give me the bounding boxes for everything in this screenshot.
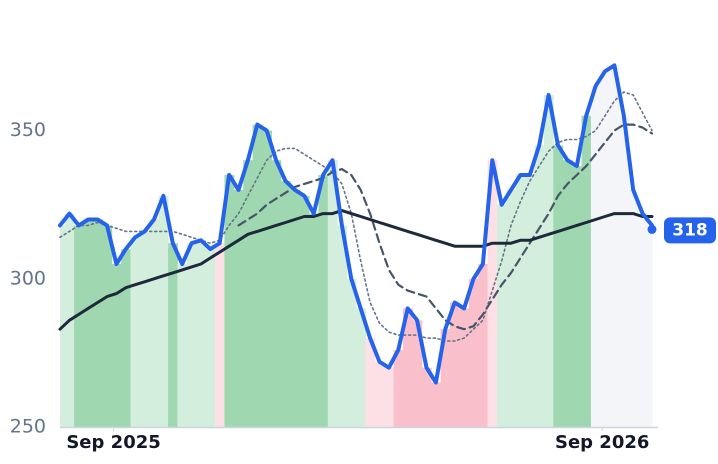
regime-band bbox=[271, 160, 282, 427]
regime-band bbox=[121, 249, 131, 427]
regime-band bbox=[412, 320, 423, 427]
regime-band bbox=[393, 349, 404, 427]
regime-band bbox=[647, 225, 653, 427]
y-tick-label: 350 bbox=[10, 119, 46, 141]
regime-band bbox=[233, 189, 244, 427]
regime-band bbox=[74, 225, 84, 427]
regime-band bbox=[243, 160, 254, 427]
regime-band bbox=[619, 115, 630, 427]
regime-band bbox=[487, 160, 498, 427]
regime-band bbox=[562, 160, 573, 427]
regime-band bbox=[609, 65, 620, 427]
regime-band bbox=[628, 189, 639, 427]
series-line bbox=[58, 63, 654, 385]
regime-band bbox=[299, 195, 310, 427]
regime-band bbox=[449, 302, 460, 427]
regime-band bbox=[459, 308, 470, 427]
regime-band bbox=[327, 160, 338, 427]
regime-band bbox=[158, 195, 169, 427]
regime-band bbox=[309, 213, 319, 427]
regime-band bbox=[111, 263, 122, 427]
series-line bbox=[237, 123, 654, 331]
regime-band bbox=[431, 382, 442, 427]
regime-band bbox=[356, 308, 366, 427]
regime-band bbox=[590, 86, 601, 427]
regime-band bbox=[205, 249, 216, 427]
regime-band bbox=[525, 175, 536, 427]
regime-band bbox=[262, 130, 272, 428]
regime-band bbox=[421, 367, 432, 427]
regime-band bbox=[534, 145, 545, 427]
regime-band bbox=[337, 225, 348, 427]
last-value-badge bbox=[664, 217, 716, 244]
regime-band bbox=[168, 243, 178, 427]
regime-band bbox=[177, 263, 188, 427]
regime-band bbox=[290, 189, 301, 427]
regime-band bbox=[346, 278, 357, 427]
regime-band bbox=[280, 180, 291, 427]
regime-band bbox=[402, 308, 413, 427]
regime-band bbox=[506, 189, 517, 427]
series-line bbox=[59, 91, 653, 342]
regime-band bbox=[139, 231, 150, 427]
regime-band bbox=[224, 175, 235, 427]
last-value-label: 318 bbox=[672, 220, 708, 240]
last-point bbox=[647, 224, 657, 234]
y-tick-label: 300 bbox=[10, 267, 46, 289]
regime-band bbox=[149, 219, 160, 427]
regime-band bbox=[384, 367, 395, 427]
regime-band bbox=[553, 145, 564, 427]
regime-band bbox=[215, 243, 225, 427]
regime-band bbox=[365, 338, 376, 427]
regime-band bbox=[637, 213, 648, 427]
regime-band bbox=[196, 240, 207, 427]
regime-band bbox=[318, 175, 329, 427]
x-tick-label: Sep 2026 bbox=[555, 432, 649, 453]
regime-band bbox=[440, 329, 451, 427]
regime-band bbox=[572, 166, 583, 427]
regime-band bbox=[130, 237, 141, 427]
x-tick-label: Sep 2025 bbox=[66, 432, 160, 453]
regime-band bbox=[92, 219, 103, 427]
regime-band bbox=[374, 361, 385, 427]
regime-band bbox=[515, 175, 526, 427]
regime-band bbox=[252, 124, 263, 428]
regime-band bbox=[102, 225, 113, 427]
regime-band bbox=[600, 71, 611, 428]
regime-band bbox=[468, 278, 479, 427]
regime-band bbox=[581, 115, 592, 427]
regime-band bbox=[478, 263, 489, 427]
regime-band bbox=[543, 95, 554, 427]
series-line bbox=[58, 209, 654, 331]
regime-band bbox=[496, 204, 507, 427]
y-tick-label: 250 bbox=[10, 416, 46, 438]
regime-band bbox=[186, 243, 197, 427]
regime-band bbox=[83, 219, 94, 427]
